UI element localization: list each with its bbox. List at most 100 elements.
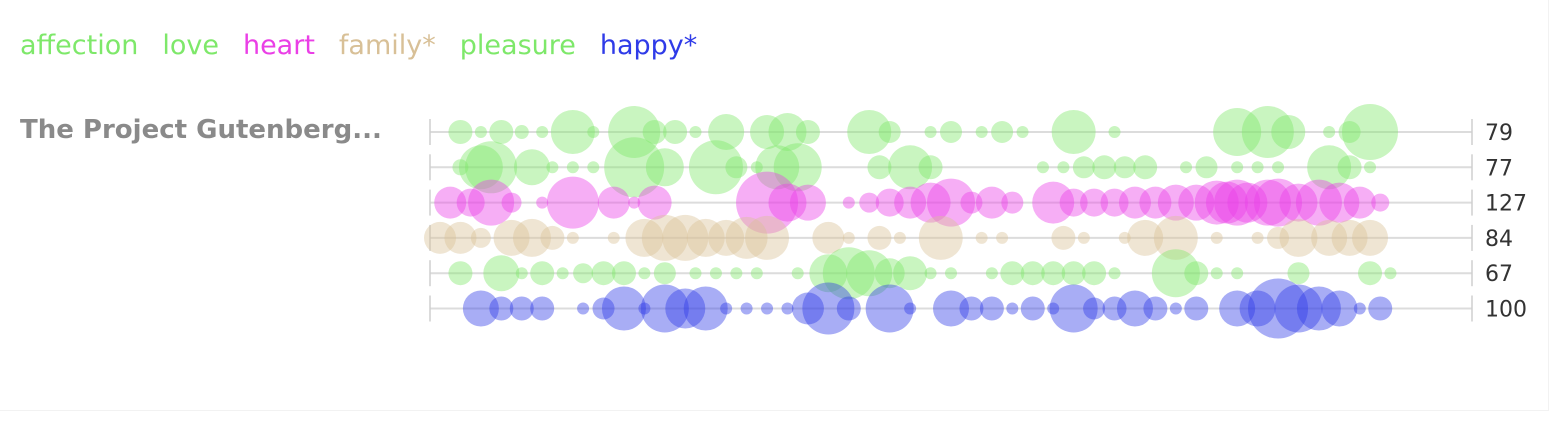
bubble[interactable]: [768, 183, 807, 222]
bubble[interactable]: [736, 171, 799, 234]
bubble[interactable]: [1271, 115, 1306, 149]
bubble[interactable]: [509, 296, 534, 321]
bubble[interactable]: [875, 188, 904, 217]
bubble[interactable]: [904, 302, 917, 315]
bubble[interactable]: [1180, 161, 1193, 174]
bubble[interactable]: [577, 302, 590, 315]
bubble[interactable]: [483, 255, 520, 292]
bubble[interactable]: [960, 191, 983, 214]
bubble[interactable]: [1083, 297, 1106, 320]
bubble[interactable]: [536, 196, 549, 209]
bubble[interactable]: [489, 296, 514, 321]
bubble[interactable]: [773, 143, 822, 192]
bubble[interactable]: [641, 214, 688, 261]
bubble[interactable]: [514, 125, 529, 139]
bubble[interactable]: [720, 302, 733, 315]
bubble[interactable]: [1178, 184, 1215, 221]
bubble[interactable]: [750, 267, 763, 280]
bubble[interactable]: [530, 261, 555, 286]
bubble[interactable]: [1169, 302, 1182, 315]
bubble[interactable]: [795, 120, 820, 144]
bubble[interactable]: [1057, 161, 1070, 174]
bubble[interactable]: [1153, 215, 1198, 260]
bubble[interactable]: [1041, 261, 1066, 286]
bubble[interactable]: [878, 121, 901, 143]
bubble[interactable]: [689, 267, 702, 280]
bubble[interactable]: [515, 267, 528, 280]
bubble[interactable]: [530, 296, 555, 321]
bubble[interactable]: [1248, 278, 1309, 339]
bubble[interactable]: [1279, 183, 1318, 222]
bubble[interactable]: [424, 221, 456, 254]
bubble[interactable]: [740, 302, 753, 315]
bubble[interactable]: [893, 231, 906, 244]
bubble[interactable]: [822, 247, 875, 300]
bubble[interactable]: [975, 126, 988, 138]
bubble[interactable]: [1307, 145, 1352, 190]
bubble[interactable]: [940, 121, 962, 143]
bubble[interactable]: [1358, 261, 1383, 286]
bubble[interactable]: [513, 149, 550, 186]
bubble[interactable]: [1244, 179, 1291, 226]
bubble[interactable]: [1092, 155, 1117, 180]
bubble[interactable]: [1139, 186, 1172, 219]
bubble[interactable]: [865, 284, 914, 333]
bubble[interactable]: [452, 159, 469, 176]
bubble[interactable]: [1080, 188, 1109, 217]
bubble[interactable]: [474, 126, 487, 138]
bubble[interactable]: [1108, 126, 1121, 138]
bubble[interactable]: [566, 231, 579, 244]
bubble[interactable]: [1251, 231, 1264, 244]
bubble[interactable]: [493, 219, 530, 256]
bubble[interactable]: [918, 155, 943, 180]
bubble[interactable]: [1016, 126, 1029, 138]
bubble[interactable]: [546, 161, 559, 174]
bubble[interactable]: [1077, 231, 1090, 244]
legend-item-family[interactable]: family*: [338, 30, 436, 61]
bubble[interactable]: [1020, 261, 1045, 286]
bubble[interactable]: [1184, 296, 1209, 321]
bubble[interactable]: [1311, 219, 1348, 256]
bubble[interactable]: [1051, 225, 1076, 250]
bubble[interactable]: [566, 161, 579, 174]
bubble[interactable]: [975, 186, 1008, 219]
bubble[interactable]: [1143, 296, 1168, 321]
bubble[interactable]: [802, 282, 855, 335]
bubble[interactable]: [1184, 261, 1209, 286]
bubble[interactable]: [924, 126, 937, 138]
bubble[interactable]: [458, 145, 503, 190]
bubble[interactable]: [996, 231, 1009, 244]
bubble[interactable]: [750, 161, 763, 174]
bubble[interactable]: [1194, 180, 1239, 225]
bubble[interactable]: [842, 196, 855, 209]
bubble[interactable]: [540, 225, 565, 250]
bubble[interactable]: [761, 302, 774, 315]
bubble[interactable]: [1102, 296, 1127, 321]
bubble[interactable]: [512, 218, 551, 257]
bubble[interactable]: [985, 267, 998, 280]
bubble[interactable]: [1384, 267, 1397, 280]
bubble[interactable]: [501, 192, 522, 213]
bubble[interactable]: [725, 216, 768, 259]
bubble[interactable]: [1210, 231, 1223, 244]
bubble[interactable]: [628, 196, 641, 209]
bubble[interactable]: [638, 267, 651, 280]
bubble[interactable]: [888, 145, 933, 190]
bubble[interactable]: [637, 185, 672, 220]
bubble[interactable]: [1036, 161, 1049, 174]
bubble[interactable]: [859, 192, 880, 213]
bubble[interactable]: [1371, 193, 1390, 212]
bubble[interactable]: [434, 186, 467, 219]
bubble[interactable]: [846, 250, 893, 297]
bubble[interactable]: [587, 126, 600, 138]
bubble[interactable]: [1059, 188, 1088, 217]
bubble[interactable]: [1272, 161, 1285, 174]
bubble[interactable]: [1274, 284, 1323, 333]
bubble[interactable]: [809, 254, 848, 293]
bubble[interactable]: [1100, 188, 1129, 217]
bubble[interactable]: [709, 267, 722, 280]
legend-item-affection[interactable]: affection: [20, 30, 139, 61]
bubble[interactable]: [730, 267, 743, 280]
bubble[interactable]: [1213, 108, 1262, 156]
bubble[interactable]: [945, 267, 957, 280]
